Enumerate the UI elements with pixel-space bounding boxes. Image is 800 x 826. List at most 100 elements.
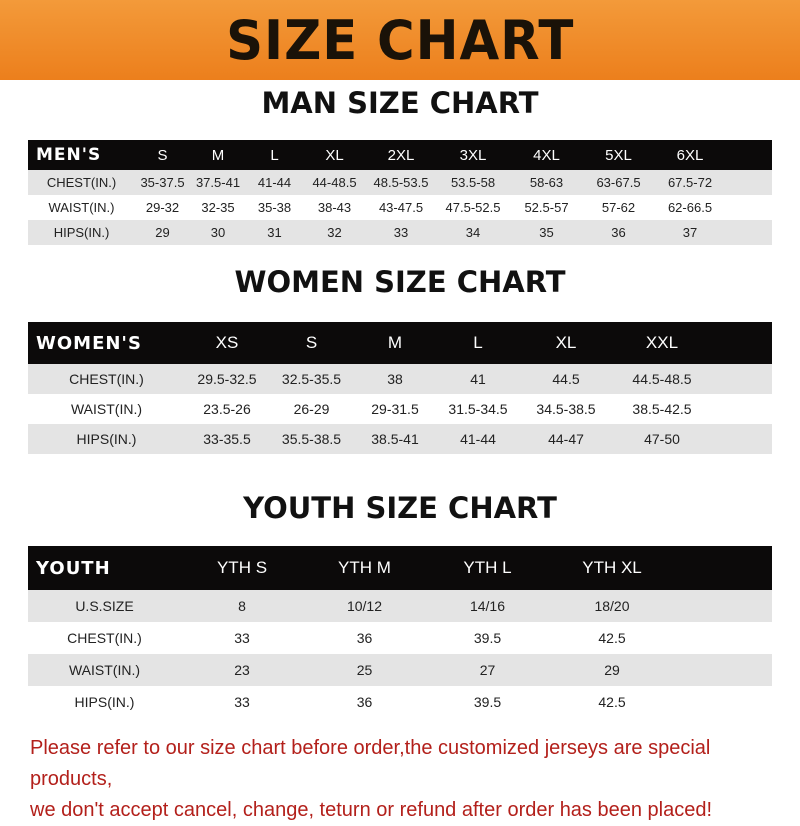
- cell-value: 63-67.5: [596, 175, 641, 190]
- size-header: XS: [215, 333, 239, 352]
- cell-value: 41-44: [460, 431, 496, 447]
- notice-line-1: Please refer to our size chart before or…: [30, 737, 711, 790]
- cell-value: 32-35: [201, 200, 235, 215]
- cell-value: 35-37.5: [140, 175, 185, 190]
- cell-value: 27: [479, 662, 496, 678]
- table-header-row: MEN'S S M L XL 2XL 3XL 4XL 5XL 6XL: [28, 140, 772, 170]
- size-header: 3XL: [459, 146, 487, 164]
- cell-value: 35: [539, 225, 554, 240]
- cell-value: 29-32: [145, 200, 180, 215]
- cell-value: 38.5-42.5: [632, 401, 692, 417]
- row-label: CHEST(IN.): [69, 371, 144, 387]
- cell-value: 37: [682, 225, 698, 240]
- cell-value: 29.5-32.5: [197, 371, 257, 387]
- size-header: M: [211, 146, 225, 164]
- row-label: HIPS(IN.): [76, 431, 137, 447]
- cell-value: 41: [470, 371, 486, 387]
- women-section-title: WOMEN SIZE CHART: [234, 265, 566, 299]
- row-label: CHEST(IN.): [67, 630, 142, 646]
- cell-value: 25: [356, 662, 373, 678]
- size-header: S: [305, 333, 318, 352]
- men-size-table: MEN'S S M L XL 2XL 3XL 4XL 5XL 6XL CHEST(IN.) 35-37…: [28, 140, 772, 245]
- cell-value: 44-47: [548, 431, 584, 447]
- cell-value: 57-62: [601, 200, 636, 215]
- cell-value: 38: [387, 371, 403, 387]
- cell-value: 14/16: [469, 598, 506, 614]
- size-header: YTH XL: [582, 558, 642, 577]
- table-header-row: YOUTH YTH S YTH M YTH L YTH XL: [28, 546, 772, 590]
- row-label: WAIST(IN.): [70, 401, 143, 417]
- cell-value: 39.5: [473, 630, 502, 646]
- cell-value: 47-50: [644, 431, 680, 447]
- table-row: HIPS(IN.) 33 36 39.5 42.5: [28, 686, 772, 718]
- cell-value: 38.5-41: [371, 431, 419, 447]
- cell-value: 35-38: [257, 200, 292, 215]
- cell-value: 34: [465, 225, 481, 240]
- table-row: U.S.SIZE 8 10/12 14/16 18/20: [28, 590, 772, 622]
- cell-value: 29: [604, 662, 620, 678]
- cell-value: 62-66.5: [667, 200, 713, 215]
- table-header-label: YOUTH: [36, 557, 111, 579]
- size-header: XL: [325, 146, 344, 164]
- cell-value: 34.5-38.5: [536, 401, 596, 417]
- size-header: YTH M: [338, 558, 391, 577]
- cell-value: 29: [155, 225, 170, 240]
- cell-value: 31.5-34.5: [448, 401, 508, 417]
- table-row: WAIST(IN.) 29-32 32-35 35-38 38-43 43-47.5 47.…: [28, 195, 772, 220]
- table-row: WAIST(IN.) 23 25 27 29: [28, 654, 772, 686]
- cell-value: 52.5-57: [524, 200, 569, 215]
- size-header: L: [473, 333, 483, 352]
- title-banner: SIZE CHART: [0, 0, 800, 80]
- cell-value: 36: [356, 694, 373, 710]
- table-row: HIPS(IN.) 29 30 31 32 33 34 35 36 37: [28, 220, 772, 245]
- cell-value: 42.5: [598, 694, 626, 710]
- size-header: M: [387, 333, 403, 352]
- cell-value: 48.5-53.5: [373, 175, 429, 190]
- table-row: CHEST(IN.) 33 36 39.5 42.5: [28, 622, 772, 654]
- cell-value: 53.5-58: [450, 175, 496, 190]
- cell-value: 42.5: [598, 630, 626, 646]
- cell-value: 58-63: [529, 175, 564, 190]
- row-label: WAIST(IN.): [68, 662, 141, 678]
- table-header-label: MEN'S: [36, 145, 102, 165]
- order-notice: Please refer to our size chart before or…: [30, 733, 790, 826]
- row-label: U.S.SIZE: [75, 598, 134, 614]
- men-section-title: MAN SIZE CHART: [261, 86, 539, 120]
- cell-value: 18/20: [594, 598, 630, 614]
- cell-value: 35.5-38.5: [281, 431, 342, 447]
- cell-value: 23: [234, 662, 250, 678]
- cell-value: 36: [356, 630, 373, 646]
- cell-value: 29-31.5: [371, 401, 419, 417]
- cell-value: 44-48.5: [312, 175, 357, 190]
- cell-value: 32: [327, 225, 342, 240]
- youth-size-table: YOUTH YTH S YTH M YTH L YTH XL U.S.SIZE 8 10/12…: [28, 546, 772, 718]
- cell-value: 33: [234, 694, 250, 710]
- cell-value: 23.5-26: [203, 401, 251, 417]
- cell-value: 26-29: [293, 401, 330, 417]
- size-header: XL: [555, 333, 577, 352]
- table-header-label: WOMEN'S: [36, 332, 142, 354]
- row-label: WAIST(IN.): [48, 200, 115, 215]
- cell-value: 8: [238, 598, 246, 614]
- table-row: HIPS(IN.) 33-35.5 35.5-38.5 38.5-41 41-44 44-…: [28, 424, 772, 454]
- size-header: YTH S: [216, 558, 268, 577]
- cell-value: 31: [267, 225, 282, 240]
- cell-value: 30: [210, 225, 226, 240]
- size-header: 4XL: [533, 146, 560, 164]
- cell-value: 38-43: [317, 200, 352, 215]
- cell-value: 39.5: [473, 694, 502, 710]
- youth-section-title: YOUTH SIZE CHART: [243, 491, 557, 525]
- cell-value: 67.5-72: [667, 175, 713, 190]
- size-header: S: [157, 146, 168, 164]
- cell-value: 44.5: [552, 371, 580, 387]
- cell-value: 32.5-35.5: [281, 371, 342, 387]
- cell-value: 10/12: [346, 598, 383, 614]
- table-row: CHEST(IN.) 35-37.5 37.5-41 41-44 44-48.5 48.5…: [28, 170, 772, 195]
- row-label: HIPS(IN.): [53, 225, 110, 240]
- row-label: CHEST(IN.): [46, 175, 117, 190]
- cell-value: 36: [611, 225, 626, 240]
- row-label: HIPS(IN.): [74, 694, 135, 710]
- cell-value: 33: [393, 225, 409, 240]
- cell-value: 41-44: [257, 175, 292, 190]
- page-title: SIZE CHART: [225, 8, 575, 72]
